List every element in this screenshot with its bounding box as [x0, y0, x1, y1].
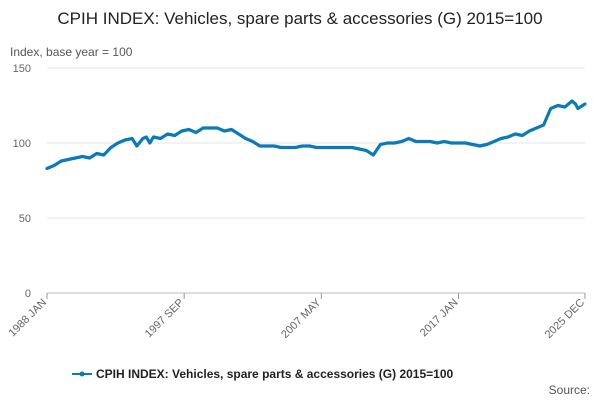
y-tick-label: 150	[13, 63, 31, 75]
y-axis-label: Index, base year = 100	[10, 45, 133, 59]
legend-label[interactable]: CPIH INDEX: Vehicles, spare parts & acce…	[96, 367, 454, 381]
y-axis-ticks: 0 50 100 150	[13, 63, 31, 300]
x-tick-label: 1988 JAN	[6, 297, 49, 340]
y-tick-label: 0	[25, 288, 31, 300]
x-tick-label: 2025 DEC	[543, 297, 587, 341]
y-tick-label: 50	[19, 213, 31, 225]
chart-title: CPIH INDEX: Vehicles, spare parts & acce…	[57, 9, 543, 28]
x-tick-label: 2017 JAN	[418, 297, 461, 340]
series-layer	[45, 99, 587, 171]
series-line[interactable]	[45, 99, 587, 171]
legend-dot-marker	[79, 371, 85, 377]
gridlines	[47, 67, 585, 294]
source-label: Source:	[549, 383, 590, 397]
x-tick-label: 2007 MAY	[279, 296, 324, 341]
x-tick-label: 1997 SEP	[143, 297, 187, 341]
x-axis-ticks: 1988 JAN 1997 SEP 2007 MAY 2017 JAN 2025 DEC	[6, 293, 587, 341]
y-tick-label: 100	[13, 138, 31, 150]
legend[interactable]: CPIH INDEX: Vehicles, spare parts & acce…	[72, 367, 454, 381]
